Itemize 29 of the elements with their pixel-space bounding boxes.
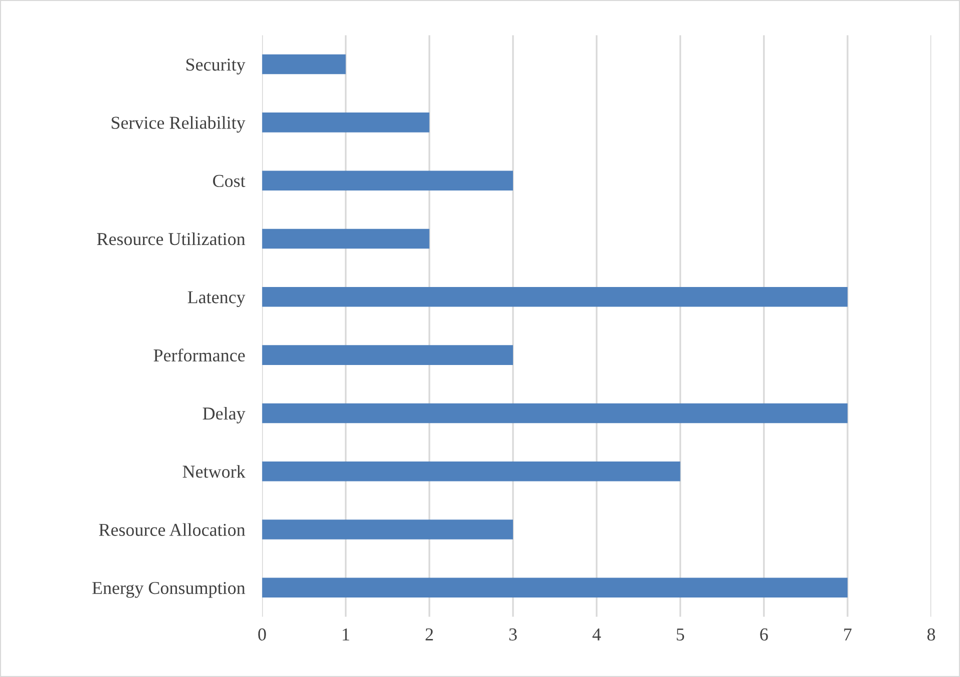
y-tick-label: Network [182, 465, 246, 478]
bar [262, 112, 430, 132]
y-tick-label: Cost [213, 174, 246, 188]
y-tick-label: Service Reliability [112, 116, 246, 133]
bar [262, 228, 430, 249]
bar [262, 403, 848, 424]
bar [262, 54, 346, 74]
x-tick-label: 8 [927, 628, 936, 641]
y-tick-label: Resource Allocation [99, 523, 246, 536]
x-tick-label: 6 [760, 628, 768, 641]
y-tick-label: Performance [154, 348, 245, 362]
y-tick-label: Latency [188, 291, 246, 308]
x-tick-label: 1 [342, 628, 350, 640]
y-tick-label: Delay [202, 406, 246, 424]
y-tick-label: Security [186, 58, 246, 74]
bar [262, 287, 848, 307]
bar [262, 578, 848, 598]
x-tick-label: 4 [592, 628, 601, 640]
y-tick-label: Resource Utilization [97, 232, 246, 246]
bar [262, 345, 513, 365]
x-tick-label: 5 [676, 628, 684, 641]
x-tick-label: 0 [258, 628, 266, 641]
bar [262, 520, 513, 540]
x-tick-label: 7 [844, 628, 852, 640]
bar [262, 461, 680, 482]
x-tick-label: 2 [426, 628, 433, 640]
x-tick-label: 3 [509, 628, 517, 641]
bar [262, 170, 513, 190]
y-tick-label: Energy Consumption [92, 582, 246, 598]
